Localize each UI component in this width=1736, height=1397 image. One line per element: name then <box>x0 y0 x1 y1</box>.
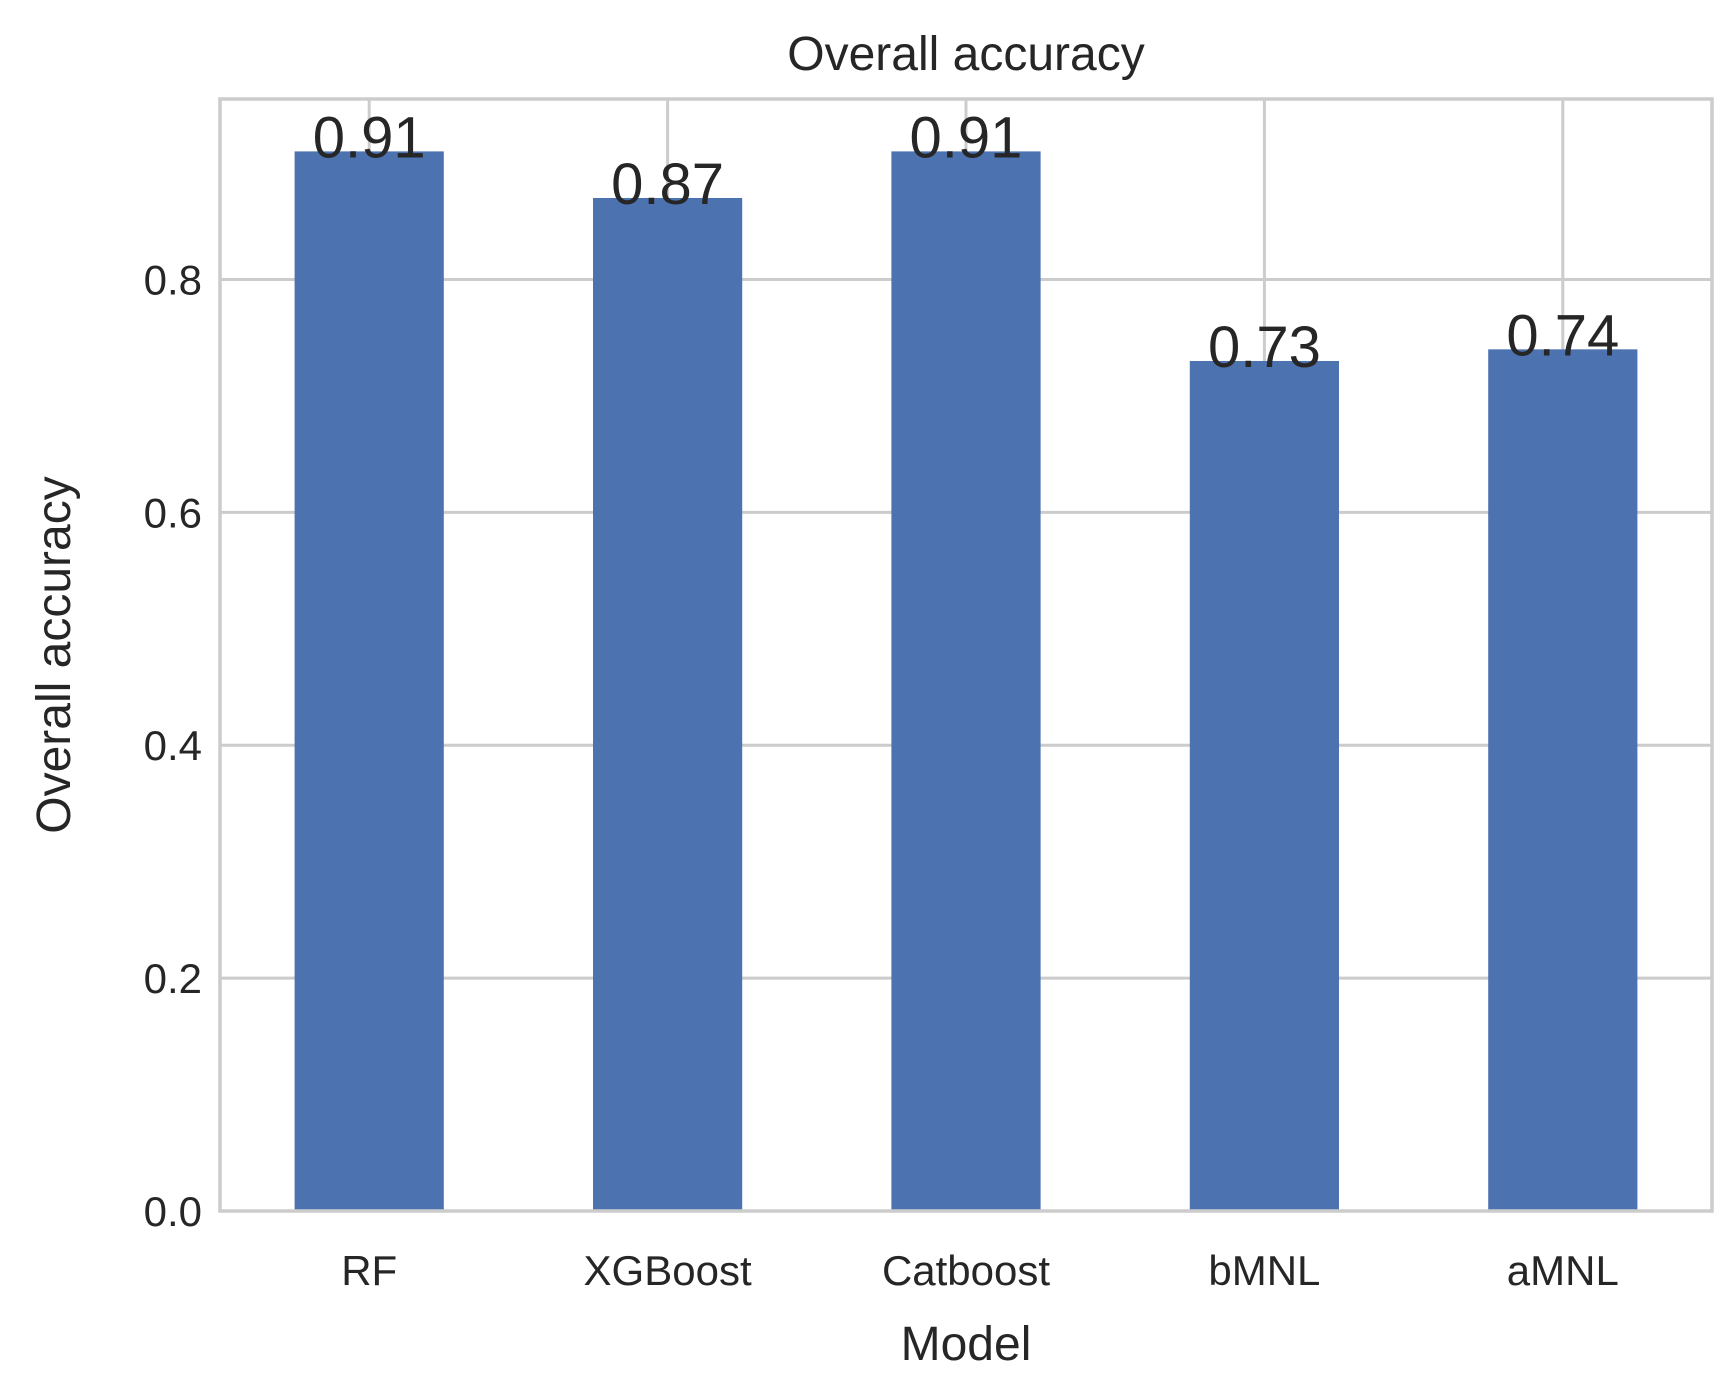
y-tick-labels: 0.0 0.2 0.4 0.6 0.8 <box>144 256 202 1235</box>
x-tick-label: Catboost <box>882 1247 1050 1294</box>
bar <box>294 151 444 1211</box>
bar-value-label: 0.91 <box>910 105 1023 170</box>
x-axis-label: Model <box>901 1318 1032 1371</box>
data-labels: 0.91 0.87 0.91 0.73 0.74 <box>313 105 1619 380</box>
bar <box>891 151 1041 1211</box>
x-tick-label: aMNL <box>1507 1247 1619 1294</box>
x-tick-label: bMNL <box>1208 1247 1320 1294</box>
x-tick-label: RF <box>341 1247 397 1294</box>
bar-value-label: 0.87 <box>611 152 724 217</box>
y-tick-label: 0.0 <box>144 1188 202 1235</box>
y-axis-label: Overall accuracy <box>28 476 81 833</box>
bar-value-label: 0.74 <box>1506 303 1619 368</box>
bar-value-label: 0.73 <box>1208 315 1321 380</box>
x-tick-label: XGBoost <box>584 1247 752 1294</box>
bar <box>1488 349 1638 1211</box>
bar <box>593 197 743 1211</box>
y-tick-label: 0.2 <box>144 955 202 1002</box>
chart-title: Overall accuracy <box>787 28 1144 81</box>
y-tick-label: 0.6 <box>144 489 202 536</box>
x-tick-labels: RF XGBoost Catboost bMNL aMNL <box>341 1247 1619 1294</box>
bars <box>294 151 1638 1212</box>
y-tick-label: 0.4 <box>144 722 202 769</box>
bar-value-label: 0.91 <box>313 105 426 170</box>
y-tick-label: 0.8 <box>144 256 202 303</box>
bar <box>1189 360 1339 1212</box>
plot-frame <box>218 97 1714 1213</box>
